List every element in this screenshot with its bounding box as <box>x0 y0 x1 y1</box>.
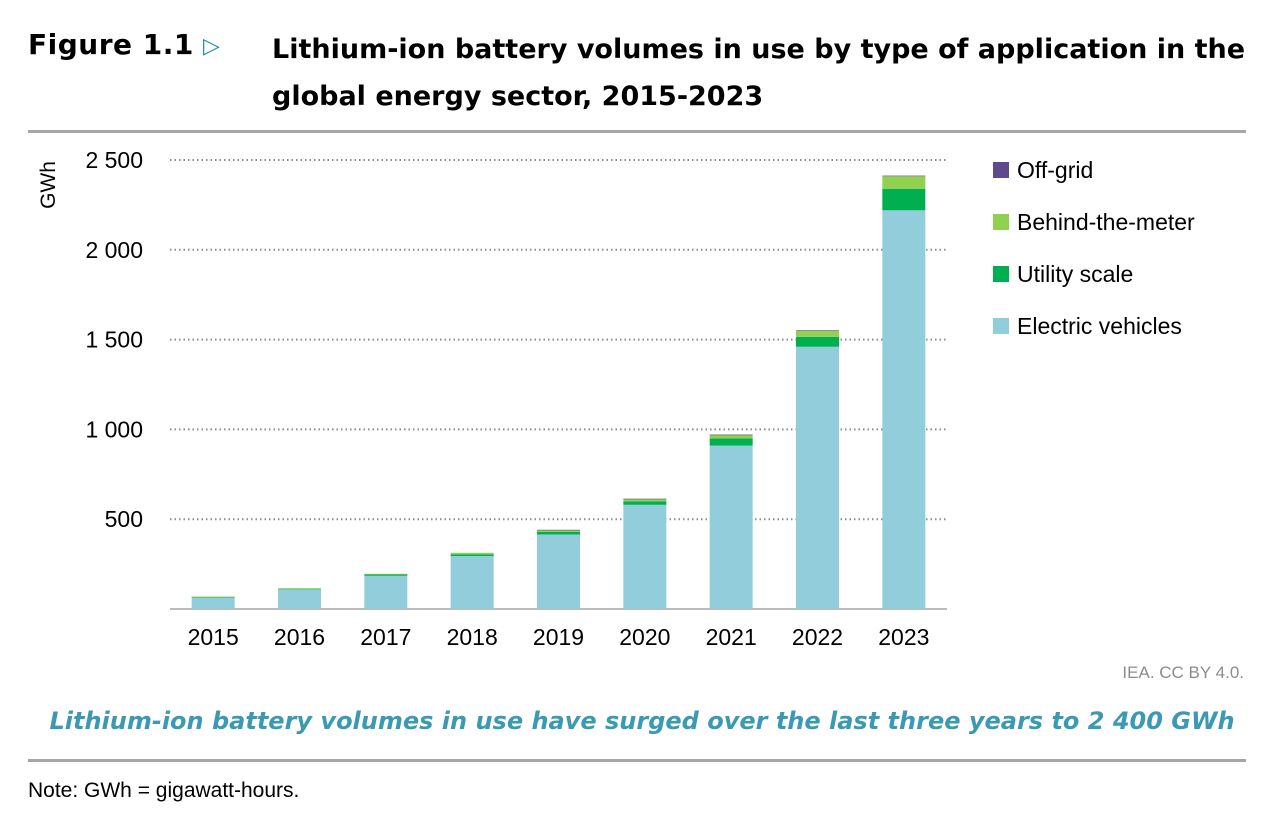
legend-label: Off-grid <box>1017 157 1093 183</box>
bar-segment <box>796 330 839 331</box>
bar-segment <box>796 346 839 609</box>
footnote: Note: GWh = gigawatt-hours. <box>28 779 300 802</box>
top-divider <box>28 130 1246 133</box>
legend-swatch <box>993 318 1009 334</box>
bar-segment <box>364 575 408 609</box>
x-tick-label: 2016 <box>274 624 325 650</box>
bar-segment <box>278 588 321 590</box>
bar-segment <box>623 501 667 505</box>
bar-segment <box>191 596 235 598</box>
bar-segment <box>623 504 667 609</box>
bar-segment <box>882 210 926 609</box>
bar-segment <box>537 529 580 531</box>
bar-segment <box>278 588 321 589</box>
bar-segment <box>278 589 321 609</box>
figure-title: Lithium-ion battery volumes in use by ty… <box>272 34 1246 112</box>
x-tick-label: 2020 <box>619 624 670 650</box>
x-tick-label: 2015 <box>188 624 239 650</box>
bottom-divider <box>28 759 1246 762</box>
legend-label: Electric vehicles <box>1017 313 1182 339</box>
bar-segment <box>796 330 839 337</box>
x-tick-label: 2023 <box>878 624 929 650</box>
bar-segment <box>882 176 926 189</box>
bar-segment <box>537 529 580 532</box>
bar-segment <box>796 336 839 347</box>
legend-swatch <box>993 266 1009 282</box>
bar-segment <box>709 434 753 439</box>
bar-segment <box>709 434 753 436</box>
y-tick-label: 2 500 <box>85 147 143 173</box>
bar-segment <box>709 438 753 446</box>
x-tick-label: 2017 <box>360 624 411 650</box>
bar-segment <box>623 498 667 500</box>
legend-swatch <box>993 214 1009 230</box>
x-tick-label: 2022 <box>792 624 843 650</box>
bar-segment <box>450 554 494 557</box>
x-tick-label: 2018 <box>447 624 498 650</box>
chart-subtitle: Lithium-ion battery volumes in use have … <box>49 707 1235 735</box>
bar-segment <box>882 175 926 177</box>
bar-segment <box>709 445 753 609</box>
x-tick-label: 2021 <box>706 624 757 650</box>
bar-segment <box>450 552 494 555</box>
figure-arrow-icon: ▷ <box>203 34 220 59</box>
bar-segment <box>537 534 580 609</box>
bar-segment <box>364 574 408 576</box>
bar-segment <box>623 498 667 502</box>
y-axis-title: GWh <box>37 161 60 209</box>
legend-label: Behind-the-meter <box>1017 209 1195 235</box>
bar-segment <box>191 597 235 609</box>
source-credit: IEA. CC BY 4.0. <box>1122 663 1244 682</box>
legend-label: Utility scale <box>1017 261 1133 287</box>
bar-segment <box>882 188 926 211</box>
bar-segment <box>450 556 494 609</box>
y-tick-label: 2 000 <box>85 237 143 263</box>
y-tick-label: 1 000 <box>85 416 143 442</box>
legend-swatch <box>993 162 1009 178</box>
y-tick-label: 1 500 <box>85 327 143 353</box>
bar-segment <box>537 531 580 535</box>
bar-segment <box>364 573 408 575</box>
figure-label: Figure 1.1 <box>28 28 194 61</box>
bar-segment <box>191 596 235 598</box>
x-tick-label: 2019 <box>533 624 584 650</box>
y-tick-label: 500 <box>105 506 143 532</box>
stacked-bar-chart: 500 1 000 1 500 2 000 2 500 GWh 2015 2016 2017 20… <box>37 147 1195 650</box>
